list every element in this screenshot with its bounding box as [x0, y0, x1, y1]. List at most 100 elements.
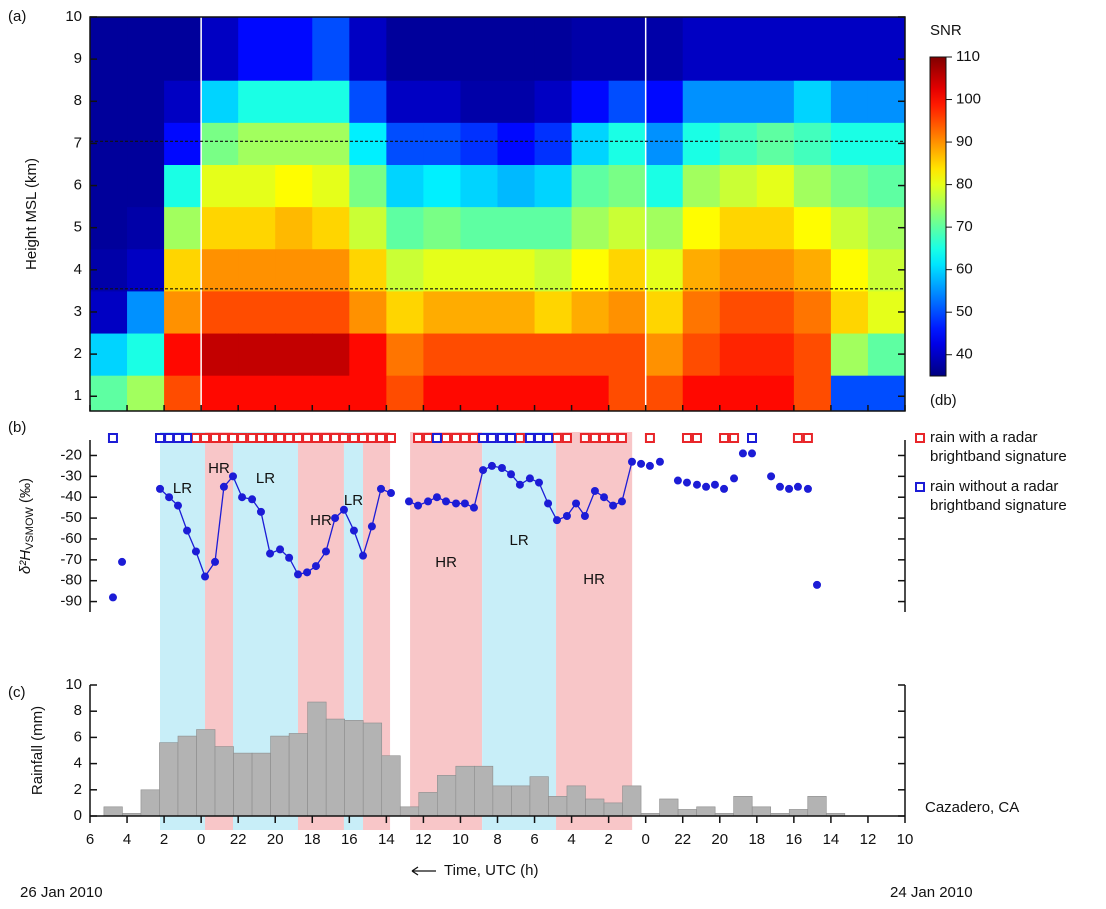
- heat-cell: [423, 17, 461, 81]
- heat-cell: [682, 80, 721, 123]
- heat-cell: [830, 248, 869, 292]
- x-tick-label: 20: [711, 831, 728, 848]
- radar-marker: [218, 433, 229, 443]
- isotope-point: [572, 499, 581, 508]
- heat-cell: [682, 17, 721, 81]
- isotope-point: [367, 522, 376, 531]
- heat-cell: [534, 290, 573, 334]
- radar-marker: [616, 433, 627, 443]
- heat-cell: [127, 122, 165, 165]
- rain-bar: [103, 806, 123, 817]
- rain-bar: [455, 765, 475, 817]
- radar-marker: [524, 433, 535, 443]
- rain-bar: [418, 792, 438, 817]
- radar-marker: [172, 433, 183, 443]
- heat-cell: [682, 248, 721, 292]
- heat-cell: [719, 80, 758, 123]
- heat-cell: [571, 206, 610, 250]
- y-axis-title-part: VSMOW: [24, 506, 36, 549]
- y-tick-label: 10: [65, 676, 82, 693]
- y-tick-label: -80: [60, 572, 82, 589]
- heat-cell: [608, 290, 647, 334]
- colorbar-title: SNR: [930, 22, 962, 39]
- isotope-point: [248, 495, 257, 504]
- radar-marker: [227, 433, 238, 443]
- period-label: LR: [256, 470, 275, 487]
- heat-cell: [423, 248, 461, 292]
- y-axis-title: δ²HVSMOW (‰): [17, 478, 36, 574]
- period-label: HR: [310, 512, 332, 529]
- isotope-point: [813, 580, 822, 589]
- heat-cell: [238, 248, 276, 292]
- radar-marker: [265, 433, 276, 443]
- radar-marker: [514, 433, 525, 443]
- heat-cell: [460, 164, 498, 208]
- radar-marker: [190, 433, 201, 443]
- start-date: 26 Jan 2010: [20, 884, 103, 901]
- isotope-point: [497, 464, 506, 472]
- heat-cell: [349, 248, 387, 292]
- radar-marker: [468, 433, 479, 443]
- isotope-point: [118, 557, 127, 566]
- heat-cell: [238, 206, 276, 250]
- period-label: HR: [583, 571, 605, 588]
- heat-cell: [719, 248, 758, 292]
- isotope-point: [219, 482, 228, 491]
- heat-cell: [349, 290, 387, 334]
- heat-cell: [830, 80, 869, 123]
- x-tick-label: 16: [786, 831, 803, 848]
- isotope-point: [285, 553, 294, 562]
- isotope-point: [710, 480, 719, 489]
- heat-cell: [830, 122, 869, 165]
- radar-marker: [719, 433, 730, 443]
- heat-cell: [349, 122, 387, 165]
- radar-marker: [310, 433, 321, 443]
- colorbar: [929, 56, 947, 377]
- heat-cell: [164, 248, 202, 292]
- radar-marker: [459, 433, 470, 443]
- isotope-point: [349, 526, 358, 535]
- heat-cell: [719, 375, 758, 412]
- radar-marker: [431, 433, 442, 443]
- heat-cell: [645, 290, 684, 334]
- heat-cell: [682, 164, 721, 208]
- heat-cell: [756, 375, 795, 412]
- isotope-point: [469, 503, 478, 512]
- isotope-point: [294, 570, 303, 579]
- heat-cell: [793, 80, 832, 123]
- x-tick-label: 2: [160, 831, 168, 848]
- heat-cell: [201, 290, 239, 334]
- heat-cell: [867, 375, 906, 412]
- heat-cell: [386, 333, 424, 376]
- isotope-point: [266, 549, 275, 558]
- rain-bar: [511, 785, 531, 817]
- isotope-point: [580, 512, 589, 520]
- heat-cell: [756, 206, 795, 250]
- isotope-point: [645, 461, 654, 470]
- heat-cell: [793, 290, 832, 334]
- y-tick-label: -30: [60, 467, 82, 484]
- heat-cell: [201, 164, 239, 208]
- radar-marker: [691, 433, 702, 443]
- rain-bar: [196, 729, 216, 817]
- x-tick-label: 2: [604, 831, 612, 848]
- heat-cell: [608, 164, 647, 208]
- rain-bar: [270, 735, 290, 817]
- y-tick-label: 0: [74, 807, 82, 824]
- heat-cell: [571, 333, 610, 376]
- colorbar-tick-label: 70: [956, 218, 973, 235]
- y-tick-label: 8: [74, 92, 82, 109]
- x-tick-label: 14: [823, 831, 840, 848]
- y-tick-label: -90: [60, 593, 82, 610]
- y-tick-label: 5: [74, 219, 82, 236]
- y-tick-label: 3: [74, 303, 82, 320]
- heat-cell: [682, 290, 721, 334]
- legend-entry: rain without a radar brightband signatur…: [930, 478, 1067, 514]
- heat-cell: [275, 206, 313, 250]
- heat-cell: [164, 80, 202, 123]
- isotope-point: [692, 480, 701, 489]
- rain-bar: [566, 785, 586, 817]
- heat-cell: [275, 290, 313, 334]
- isotope-point: [386, 489, 395, 498]
- heat-cell: [571, 164, 610, 208]
